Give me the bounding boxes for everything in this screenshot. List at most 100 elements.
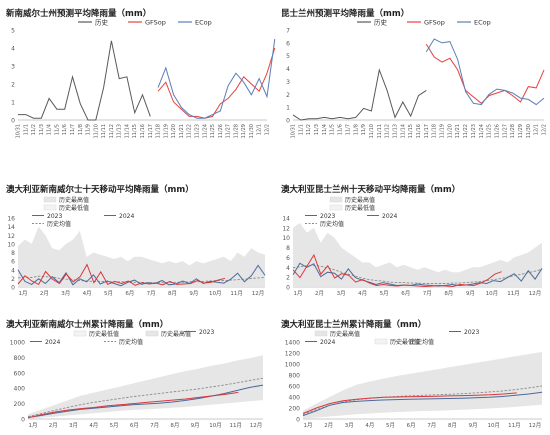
y-tick-label: 4 bbox=[286, 66, 290, 73]
x-tick-label: 11月 bbox=[507, 290, 520, 297]
x-tick-label: 6月 bbox=[130, 422, 139, 429]
x-tick-label: 11/8 bbox=[353, 124, 359, 135]
x-tick-label: 11/16 bbox=[140, 124, 146, 138]
x-tick-label: 11/20 bbox=[447, 124, 453, 138]
chart-title: 澳大利亚新南威尔士州累计降雨量（mm） bbox=[6, 319, 168, 330]
legend-label: 2023 bbox=[47, 213, 62, 220]
y-tick-label: 3 bbox=[11, 64, 15, 71]
legend-label: 历史均值 bbox=[119, 338, 143, 346]
x-tick-label: 2月 bbox=[40, 290, 49, 297]
legend-label: 历史 bbox=[374, 18, 388, 27]
x-tick-label: 10月 bbox=[209, 290, 222, 297]
x-tick-label: 11/17 bbox=[424, 124, 430, 138]
x-tick-label: 10月 bbox=[209, 422, 222, 429]
x-tick-label: 5月 bbox=[104, 290, 113, 297]
legend-label: 历史均值 bbox=[320, 220, 344, 228]
y-tick-label: 7 bbox=[286, 28, 290, 35]
x-tick-label: 12月 bbox=[252, 290, 265, 297]
x-tick-label: 7月 bbox=[150, 422, 159, 429]
x-tick-label: 10/31 bbox=[16, 124, 22, 138]
x-tick-label: 11/15 bbox=[408, 124, 414, 138]
chart-title: 昆士兰州预测平均降雨量（mm） bbox=[281, 8, 409, 19]
x-tick-label: 11/25 bbox=[210, 124, 216, 138]
x-tick-label: 11/6 bbox=[338, 124, 344, 135]
x-tick-label: 11/18 bbox=[432, 124, 438, 138]
x-tick-label: 2月 bbox=[324, 422, 333, 429]
x-tick-label: 12月 bbox=[529, 290, 542, 297]
legend-label: 历史最高值 bbox=[59, 196, 89, 204]
series-2024-line bbox=[302, 392, 517, 414]
y-tick-label: 200 bbox=[289, 406, 301, 413]
y-tick-label: 2 bbox=[286, 275, 290, 282]
y-tick-label: 14 bbox=[282, 216, 290, 223]
x-tick-label: 11/5 bbox=[54, 124, 60, 135]
x-tick-label: 10月 bbox=[487, 422, 500, 429]
series-ec-line bbox=[425, 38, 545, 106]
x-tick-label: 11/30 bbox=[249, 124, 255, 138]
y-tick-label: 2 bbox=[11, 276, 15, 283]
x-tick-label: 7月 bbox=[423, 290, 432, 297]
x-tick-label: 8月 bbox=[168, 290, 177, 297]
y-tick-label: 4 bbox=[11, 267, 15, 274]
legend-swatch bbox=[314, 330, 328, 337]
x-tick-label: 11/1 bbox=[298, 124, 304, 135]
x-tick-label: 4月 bbox=[358, 290, 367, 297]
x-tick-label: 11/9 bbox=[361, 124, 367, 135]
x-tick-label: 3月 bbox=[345, 422, 354, 429]
x-tick-label: 11/19 bbox=[163, 124, 169, 138]
x-tick-label: 11/10 bbox=[369, 124, 375, 138]
legend-label: 历史最低值 bbox=[345, 204, 375, 212]
y-tick-label: 1000 bbox=[285, 362, 300, 369]
x-tick-label: 2月 bbox=[315, 290, 324, 297]
x-tick-label: 9月 bbox=[189, 290, 198, 297]
x-tick-label: 8月 bbox=[448, 422, 457, 429]
x-tick-label: 11/8 bbox=[78, 124, 84, 135]
series-history-line bbox=[18, 40, 151, 121]
x-tick-label: 8月 bbox=[170, 422, 179, 429]
series-2023-line bbox=[302, 391, 543, 417]
historical-max-band bbox=[303, 351, 542, 419]
y-tick-label: 5 bbox=[11, 28, 15, 35]
chart-title: 澳大利亚昆士兰州十天移动平均降雨量（mm） bbox=[281, 184, 460, 195]
x-tick-label: 11/10 bbox=[93, 124, 99, 138]
y-tick-label: 400 bbox=[289, 395, 301, 402]
x-tick-label: 6月 bbox=[407, 422, 416, 429]
x-tick-label: 4月 bbox=[83, 290, 92, 297]
x-tick-label: 11/29 bbox=[241, 124, 247, 138]
x-tick-label: 12/2 bbox=[542, 124, 548, 135]
y-tick-label: 0 bbox=[21, 417, 25, 424]
x-tick-label: 11/25 bbox=[487, 124, 493, 138]
x-tick-label: 11/29 bbox=[518, 124, 524, 138]
x-tick-label: 11/9 bbox=[86, 124, 92, 135]
series-mean-line bbox=[17, 275, 266, 284]
legend-label: 2023 bbox=[464, 329, 479, 336]
x-tick-label: 11/5 bbox=[330, 124, 336, 135]
y-tick-label: 12 bbox=[7, 233, 15, 240]
y-tick-label: 2 bbox=[286, 92, 290, 99]
y-tick-label: 12 bbox=[282, 225, 290, 232]
legend-label: 历史最低值 bbox=[89, 330, 119, 338]
x-tick-label: 12月 bbox=[529, 422, 542, 429]
y-tick-label: 0 bbox=[286, 118, 290, 125]
series-mean-line bbox=[27, 377, 264, 418]
legend-swatch bbox=[329, 196, 343, 203]
series-2023-line bbox=[292, 262, 543, 287]
series-2023-line bbox=[17, 264, 266, 287]
historical-max-band bbox=[28, 355, 263, 419]
chart-panel-nsw-cumulative: 澳大利亚新南威尔士州累计降雨量（mm） 0 200 400 600 800 1000 1月 2月… bbox=[6, 319, 264, 429]
x-tick-label: 11/21 bbox=[179, 124, 185, 138]
x-tick-label: 11/19 bbox=[440, 124, 446, 138]
x-tick-label: 11/4 bbox=[322, 124, 328, 135]
legend-swatch bbox=[145, 330, 159, 337]
x-tick-label: 8月 bbox=[444, 290, 453, 297]
x-tick-label: 2月 bbox=[49, 422, 58, 429]
chart-title: 澳大利亚新南威尔士十天移动平均降雨量（mm） bbox=[6, 184, 194, 195]
y-tick-label: 5 bbox=[286, 53, 290, 60]
x-tick-label: 11/20 bbox=[171, 124, 177, 138]
legend-swatch bbox=[43, 204, 57, 211]
x-tick-label: 11/24 bbox=[202, 124, 208, 138]
x-tick-label: 11/27 bbox=[502, 124, 508, 138]
x-tick-label: 5月 bbox=[386, 422, 395, 429]
